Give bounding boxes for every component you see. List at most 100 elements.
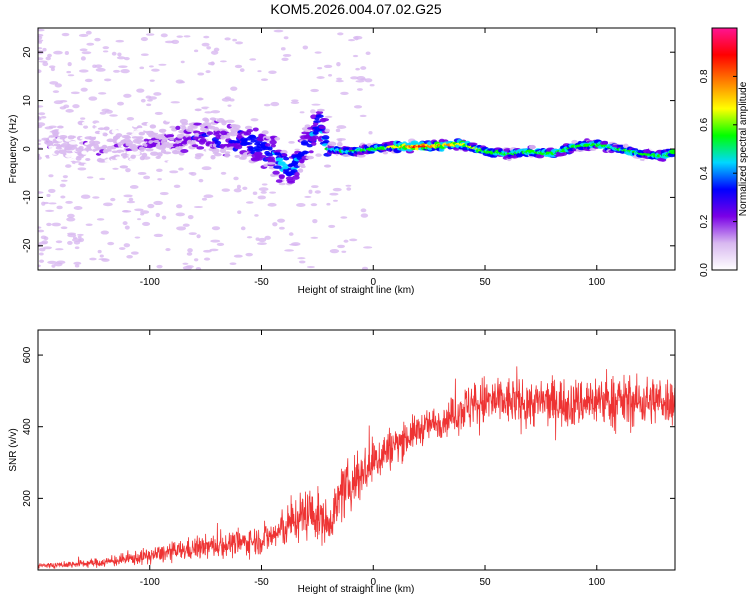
spectrogram-noise-blob xyxy=(219,60,227,63)
spectrogram-noise-blob xyxy=(99,254,104,258)
spectrogram-noise-blob xyxy=(80,87,88,92)
spectrogram-noise-blob xyxy=(120,68,130,74)
spectrogram-noise-blob xyxy=(298,260,306,264)
spectrogram-noise-blob xyxy=(240,226,246,231)
spectrogram-marks xyxy=(38,28,675,270)
spectrogram-noise-blob xyxy=(38,33,44,37)
spectrogram-ridge-blob xyxy=(308,150,314,154)
spectrogram-noise-blob xyxy=(111,51,117,56)
spectrogram-noise-blob xyxy=(267,202,277,207)
spectrogram-noise-blob xyxy=(316,76,325,79)
spectrogram-noise-blob xyxy=(51,222,61,227)
spectrogram-noise-blob xyxy=(188,232,197,235)
spectrogram-noise-blob xyxy=(288,232,294,236)
spectrogram-ridge-blob xyxy=(101,144,108,149)
spectrogram-noise-blob xyxy=(312,219,318,224)
spectrogram-ridge-blob xyxy=(136,127,145,131)
spectrogram-ridge-blob xyxy=(194,108,202,112)
snr-x-tick-label: -50 xyxy=(254,577,269,588)
spectrogram-ridge-blob xyxy=(303,150,310,154)
spectrogram-ridge-blob xyxy=(283,156,290,161)
spectrogram-x-tick-label: 0 xyxy=(370,277,376,288)
spectrogram-y-label: Frequency (Hz) xyxy=(8,115,19,184)
spectrogram-noise-blob xyxy=(261,183,268,186)
spectrogram-noise-blob xyxy=(171,39,180,44)
spectrogram-noise-blob xyxy=(207,61,215,66)
spectrogram-ridge-blob xyxy=(196,146,205,150)
spectrogram-noise-blob xyxy=(38,112,46,116)
spectrogram-noise-blob xyxy=(38,57,44,61)
spectrogram-noise-blob xyxy=(98,92,107,95)
spectrogram-noise-blob xyxy=(311,103,321,106)
spectrogram-ridge-blob xyxy=(99,137,105,142)
spectrogram-noise-blob xyxy=(123,93,132,98)
spectrogram-ridge-blob xyxy=(239,121,245,126)
spectrogram-ridge-blob xyxy=(149,124,157,129)
colorbar: 0.0 0.2 0.4 0.6 0.8 Normalized spectral ampl… xyxy=(699,27,749,277)
spectrogram-ridge-blob xyxy=(306,143,313,148)
spectrogram-noise-blob xyxy=(310,203,318,207)
spectrogram-noise-blob xyxy=(196,234,201,239)
spectrogram-noise-blob xyxy=(134,236,141,239)
spectrogram-ridge-blob xyxy=(143,127,152,132)
spectrogram-noise-blob xyxy=(347,39,356,42)
spectrogram-noise-blob xyxy=(175,212,185,217)
spectrogram-ridge-blob xyxy=(267,156,276,162)
spectrogram-ridge-blob xyxy=(178,130,185,134)
spectrogram-noise-blob xyxy=(54,83,62,88)
spectrogram-noise-blob xyxy=(147,203,155,209)
spectrogram-noise-blob xyxy=(46,193,51,197)
spectrogram-noise-blob xyxy=(250,118,259,122)
spectrogram-noise-blob xyxy=(201,197,208,201)
spectrogram-ridge-blob xyxy=(65,153,73,158)
spectrogram-ridge-blob xyxy=(234,144,243,150)
spectrogram-ridge-blob xyxy=(128,127,134,133)
spectrogram-noise-blob xyxy=(359,114,367,118)
spectrogram-ridge-blob xyxy=(181,125,187,131)
spectrogram-noise-blob xyxy=(363,246,373,249)
spectrogram-noise-blob xyxy=(176,226,187,231)
spectrogram-noise-blob xyxy=(209,248,219,252)
spectrogram-noise-blob xyxy=(55,240,63,244)
spectrogram-noise-blob xyxy=(335,128,341,133)
spectrogram-noise-blob xyxy=(161,215,167,220)
spectrogram-noise-blob xyxy=(136,88,145,93)
spectrogram-noise-blob xyxy=(123,243,131,248)
spectrogram-ridge-blob xyxy=(53,129,60,133)
spectrogram-noise-blob xyxy=(142,221,151,226)
spectrogram-noise-blob xyxy=(272,222,278,227)
spectrogram-ridge-blob xyxy=(97,159,107,163)
snr-y-label: SNR (v/v) xyxy=(8,428,19,471)
spectrogram-noise-blob xyxy=(85,223,93,226)
spectrogram-noise-blob xyxy=(340,91,349,95)
snr-panel: -100 -50 0 50 100 200 400 600 Height of straig… xyxy=(8,329,676,595)
spectrogram-noise-blob xyxy=(337,244,345,249)
spectrogram-ridge-blob xyxy=(228,131,238,137)
spectrogram-noise-blob xyxy=(113,69,120,73)
spectrogram-noise-blob xyxy=(193,49,199,53)
spectrogram-x-tick-label: 50 xyxy=(479,277,491,288)
spectrogram-noise-blob xyxy=(52,90,60,93)
spectrogram-ridge-blob xyxy=(181,122,189,126)
spectrogram-ridge-blob xyxy=(214,140,222,145)
spectrogram-noise-blob xyxy=(336,125,347,129)
spectrogram-noise-blob xyxy=(97,249,102,254)
spectrogram-ridge-blob xyxy=(175,157,182,161)
spectrogram-ridge-blob xyxy=(115,133,123,138)
spectrogram-noise-blob xyxy=(48,202,57,205)
spectrogram-noise-blob xyxy=(137,171,147,175)
spectrogram-x-label: Height of straight line (km) xyxy=(298,285,415,296)
spectrogram-noise-blob xyxy=(283,36,289,40)
spectrogram-noise-blob xyxy=(224,96,232,100)
colorbar-label: Normalized spectral amplitude xyxy=(738,81,749,216)
spectrogram-ridge-blob xyxy=(313,120,322,123)
colorbar-tick-label: 0.2 xyxy=(699,214,710,228)
spectrogram-noise-blob xyxy=(80,117,86,120)
spectrogram-noise-blob xyxy=(65,164,72,168)
spectrogram-noise-blob xyxy=(311,185,319,189)
spectrogram-noise-blob xyxy=(257,70,262,73)
spectrogram-noise-blob xyxy=(290,242,301,246)
spectrogram-noise-blob xyxy=(310,109,316,114)
